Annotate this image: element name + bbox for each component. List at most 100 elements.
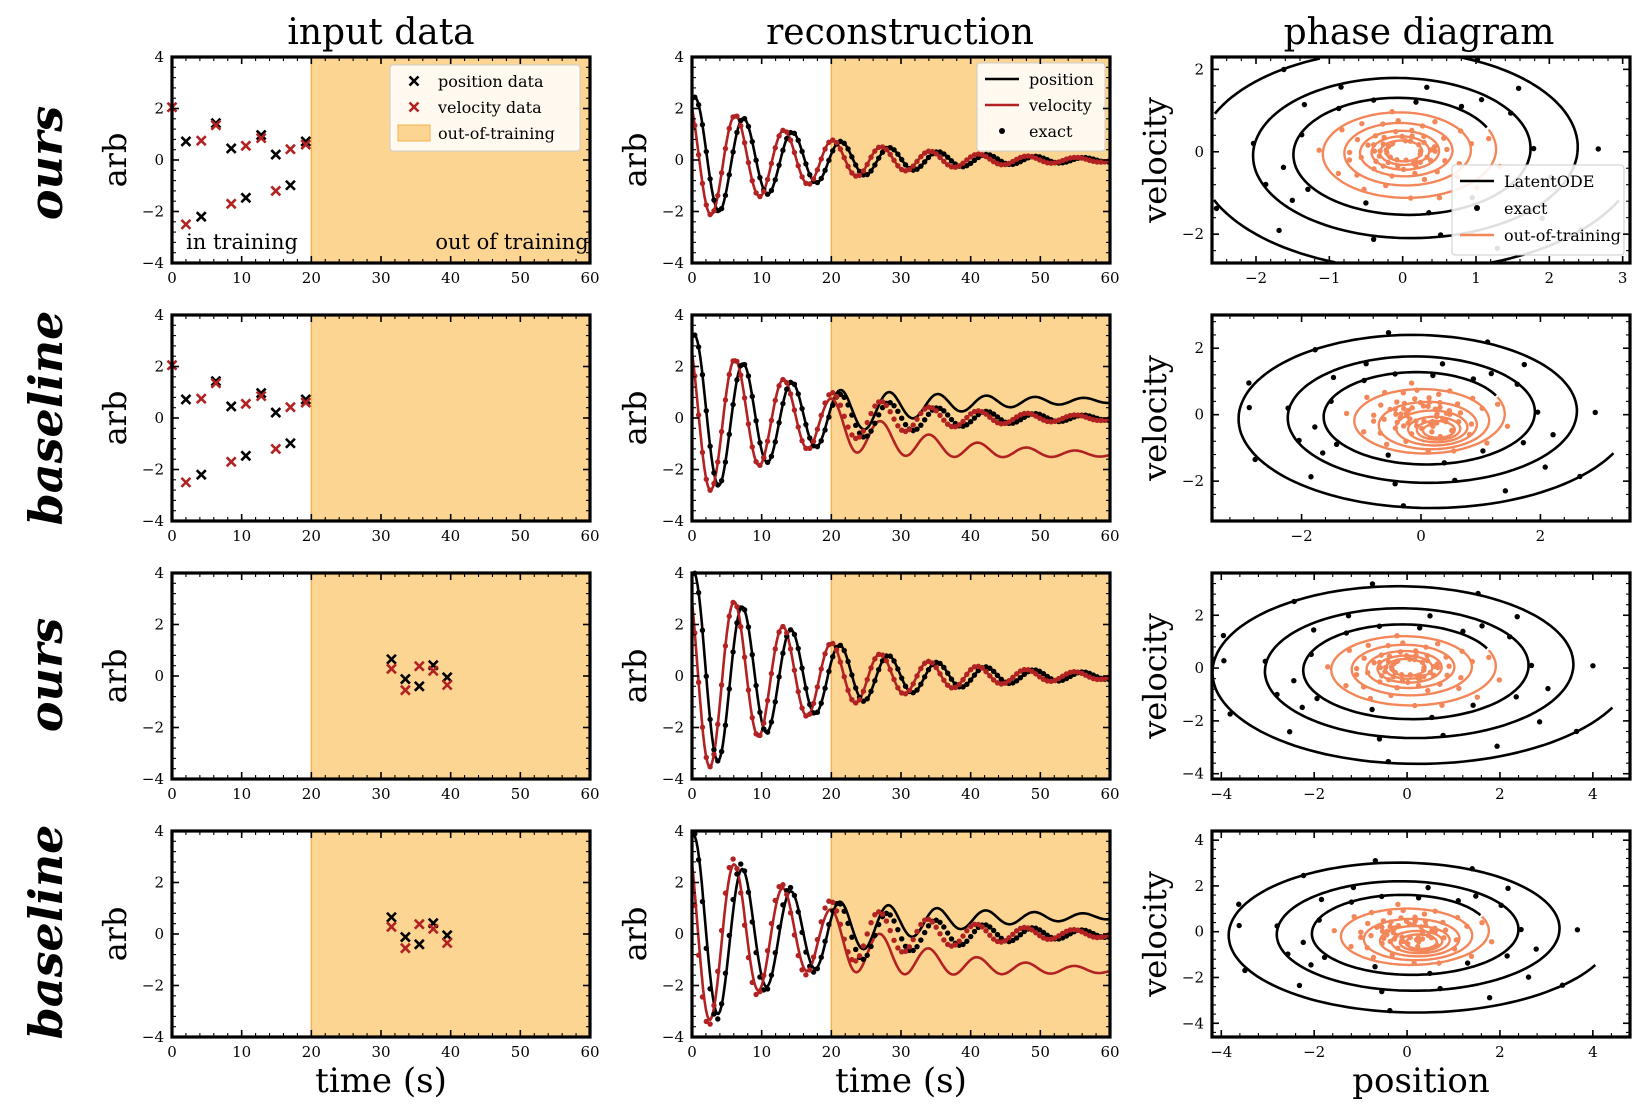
- exact-position-dot: [941, 664, 947, 671]
- axes-frame: [170, 313, 592, 523]
- row-label-2: baseline: [19, 311, 73, 526]
- exact-phase-dot: [1458, 103, 1465, 110]
- exact-velocity-dot: [768, 160, 775, 167]
- exact-phase-dot: [1407, 934, 1413, 941]
- exact-velocity-dot: [699, 724, 706, 730]
- exact-phase-dot: [1371, 166, 1377, 172]
- exact-velocity-dot: [845, 687, 851, 693]
- exact-velocity-dot: [741, 395, 748, 401]
- position-data-point: [270, 149, 282, 161]
- exact-velocity-dot: [803, 972, 809, 978]
- exact-phase-dot: [1408, 431, 1415, 437]
- exact-velocity-dot: [910, 422, 916, 428]
- exact-phase-dot: [1379, 924, 1385, 930]
- exact-phase-dot: [1380, 121, 1386, 127]
- position-data-point-b: [210, 117, 222, 129]
- exact-velocity-dot: [711, 751, 717, 758]
- exact-position-dot: [764, 459, 771, 465]
- exact-velocity-dot: [833, 393, 840, 400]
- exact-position-dot: [764, 729, 771, 735]
- panel-row1-phase: LatentODE exact out-of-training −2 −1 0 1 2 3 −2 0…: [1136, 55, 1632, 287]
- exact-position-dot: [822, 685, 828, 691]
- exact-phase-dot: [1301, 101, 1308, 108]
- exact-phase-dot: [1475, 590, 1481, 597]
- exact-position-dot: [891, 918, 897, 924]
- exact-phase-dot: [1411, 656, 1418, 663]
- exact-position-dot: [761, 726, 767, 732]
- exact-phase-dot: [1436, 195, 1443, 201]
- exact-velocity-dot: [918, 921, 924, 928]
- exact-position-dot: [914, 426, 920, 432]
- exact-velocity-dot: [726, 371, 732, 378]
- exact-position-dot: [745, 123, 752, 130]
- exact-phase-dot: [1423, 644, 1429, 650]
- exact-phase-dot: [1421, 667, 1427, 673]
- exact-position-dot: [807, 435, 813, 441]
- panel-row2-phase: −2 0 2 −2 0 2 velocity: [1136, 313, 1632, 545]
- exact-velocity-dot: [979, 665, 985, 671]
- x-tick-label-0: 0: [167, 269, 177, 287]
- exact-position-dot: [921, 674, 928, 680]
- exact-position-dot: [914, 166, 920, 172]
- exact-position-dot: [722, 970, 729, 976]
- exact-phase-dot: [1412, 170, 1418, 177]
- exact-velocity-dot: [734, 358, 740, 365]
- exact-phase-dot: [1534, 409, 1541, 415]
- y-tick-label-3: 2: [154, 358, 164, 376]
- y-tick-label-0: −4: [142, 770, 164, 788]
- row-label-1: ours: [19, 106, 73, 220]
- exact-position-dot: [944, 154, 951, 160]
- exact-phase-dot: [1412, 914, 1418, 920]
- exact-velocity-dot: [887, 151, 893, 158]
- position-data-point: [225, 400, 237, 412]
- x-tick-label-1: 10: [232, 269, 251, 287]
- exact-position-dot: [971, 928, 978, 935]
- exact-velocity-dot: [810, 176, 817, 182]
- exact-position-dot: [795, 391, 801, 397]
- axes-frame: [690, 571, 1112, 781]
- exact-phase-dot: [1595, 146, 1601, 152]
- velocity-data-point: [300, 139, 312, 150]
- exact-velocity-dot: [726, 613, 732, 619]
- exact-velocity-dot: [776, 133, 782, 139]
- exact-position-dot: [780, 400, 786, 407]
- exact-position-dot: [879, 658, 886, 664]
- exact-phase-dot: [1314, 695, 1320, 702]
- in-training-annotation: in training: [186, 230, 298, 254]
- exact-velocity-dot: [730, 856, 736, 862]
- exact-velocity-dot: [914, 158, 920, 165]
- exact-position-dot: [925, 923, 932, 929]
- exact-phase-dot: [1400, 503, 1407, 509]
- exact-phase-dot: [1573, 728, 1580, 735]
- exact-phase-dot: [1405, 679, 1411, 686]
- position-data-point-b: [285, 179, 296, 191]
- exact-position-dot: [799, 929, 805, 936]
- exact-phase-dot: [1455, 419, 1462, 425]
- exact-phase-dot: [1382, 668, 1388, 675]
- exact-position-dot: [784, 386, 790, 392]
- exact-phase-dot: [1429, 418, 1436, 425]
- exact-phase-dot: [1459, 648, 1465, 654]
- exact-phase-dot: [1525, 974, 1532, 980]
- velocity-data-point-b: [386, 921, 397, 933]
- exact-position-dot: [918, 681, 924, 687]
- exact-velocity-dot: [883, 402, 890, 409]
- exact-phase-dot: [1389, 952, 1396, 958]
- x-tick-label-3: 30: [891, 527, 910, 545]
- exact-phase-dot: [1361, 377, 1367, 384]
- velocity-data-point-b: [300, 397, 312, 408]
- exact-velocity-dot: [964, 928, 970, 934]
- exact-position-dot: [971, 157, 978, 164]
- exact-phase-dot: [1373, 158, 1379, 165]
- exact-phase-dot: [1518, 926, 1524, 933]
- exact-phase-dot: [1513, 694, 1519, 700]
- exact-phase-dot: [1345, 613, 1352, 619]
- exact-velocity-dot: [837, 146, 844, 152]
- exact-position-dot: [734, 620, 740, 626]
- exact-velocity-dot: [910, 163, 916, 169]
- velocity-data-point-b: [240, 398, 252, 410]
- exact-position-dot: [818, 700, 824, 706]
- y-axis-label: arb: [96, 907, 134, 962]
- exact-velocity-dot: [883, 658, 890, 664]
- axes-frame: [690, 313, 1112, 523]
